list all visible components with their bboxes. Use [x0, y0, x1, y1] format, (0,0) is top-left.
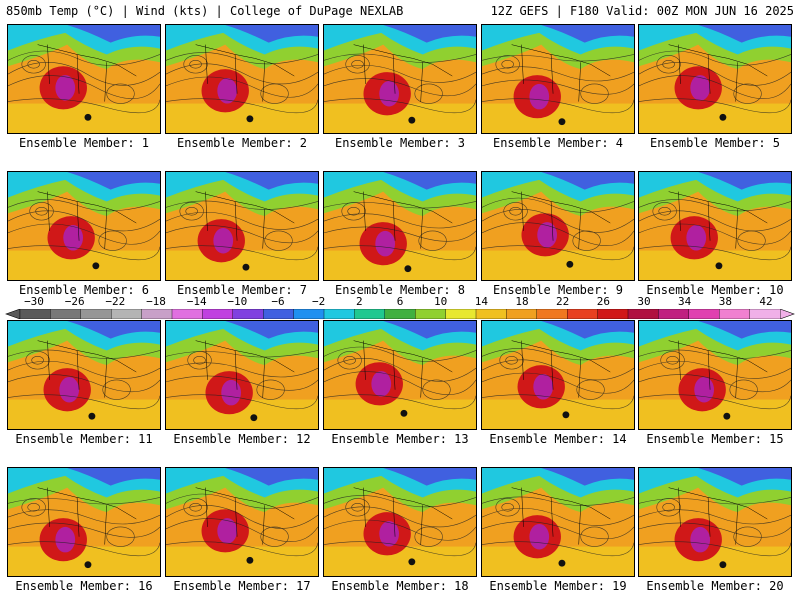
colorbar-bin [171, 309, 204, 319]
ensemble-member-map [323, 467, 477, 577]
ensemble-member-map [7, 467, 161, 577]
ensemble-member-map [165, 171, 319, 281]
ensemble-member-map [165, 24, 319, 134]
colorbar-tick-label: −30 [24, 295, 44, 308]
colorbar-bin [445, 309, 477, 319]
ensemble-member-label: Ensemble Member: 17 [173, 579, 311, 593]
colorbar-bin [749, 309, 781, 319]
colorbar-tick-label: 34 [678, 295, 692, 308]
colorbar-bin [384, 309, 416, 319]
colorbar-tick-label: −26 [64, 295, 85, 308]
colorbar-bin [293, 309, 325, 319]
ensemble-member-map [323, 171, 477, 281]
colorbar-max-arrow [779, 309, 795, 319]
colorbar-tick-label: 42 [759, 295, 773, 308]
colorbar-tick-label: 6 [396, 295, 404, 308]
ensemble-member-map [7, 171, 161, 281]
ensemble-member-label: Ensemble Member: 7 [176, 283, 308, 297]
colorbar-min-arrow [5, 309, 21, 319]
model-run-info: 12Z GEFS | F180 Valid: 00Z MON JUN 16 20… [490, 4, 794, 18]
ensemble-member-label: Ensemble Member: 6 [18, 283, 150, 297]
colorbar-tick-label: −6 [271, 295, 285, 308]
ensemble-member-map [323, 320, 477, 430]
colorbar-bin [202, 309, 234, 319]
ensemble-member-label: Ensemble Member: 12 [173, 432, 311, 446]
colorbar-bin [688, 309, 720, 319]
colorbar-scale [5, 309, 795, 319]
colorbar-bin [50, 309, 82, 319]
colorbar-bin [719, 309, 751, 319]
colorbar-tick-label: −14 [186, 295, 207, 308]
temperature-colorbar: −30 −26 −22 −18 −14 −10 −6 −2 2 6 10 14 18 22 26 30 34 38… [0, 296, 800, 322]
ensemble-member-label: Ensemble Member: 14 [489, 432, 627, 446]
ensemble-member-label: Ensemble Member: 19 [489, 579, 627, 593]
ensemble-member-map [165, 467, 319, 577]
colorbar-tick-label: 26 [596, 295, 610, 308]
colorbar-tick-label: 18 [515, 295, 529, 308]
colorbar-bin [506, 309, 538, 319]
ensemble-member-label: Ensemble Member: 13 [331, 432, 469, 446]
colorbar-bin [354, 309, 386, 319]
colorbar-bin [19, 309, 52, 319]
ensemble-member-label: Ensemble Member: 2 [176, 136, 308, 150]
ensemble-member-map [7, 320, 161, 430]
ensemble-member-label: Ensemble Member: 18 [331, 579, 469, 593]
ensemble-member-map [481, 320, 635, 430]
colorbar-bin [658, 309, 690, 319]
map-title: 850mb Temp (°C) | Wind (kts) | College o… [6, 4, 404, 18]
ensemble-member-map [638, 320, 792, 430]
ensemble-member-label: Ensemble Member: 9 [492, 283, 624, 297]
ensemble-member-label: Ensemble Member: 10 [646, 283, 784, 297]
colorbar-bin [597, 309, 629, 319]
colorbar-bin [232, 309, 264, 319]
ensemble-member-map [481, 467, 635, 577]
ensemble-member-label: Ensemble Member: 15 [646, 432, 784, 446]
ensemble-member-label: Ensemble Member: 16 [15, 579, 153, 593]
colorbar-bin [627, 309, 660, 319]
ensemble-member-map [165, 320, 319, 430]
colorbar-tick-label: −2 [312, 295, 326, 308]
ensemble-member-label: Ensemble Member: 5 [649, 136, 781, 150]
ensemble-member-map [323, 24, 477, 134]
colorbar-bin [536, 309, 568, 319]
colorbar-tick-label: −22 [105, 295, 126, 308]
colorbar-bin [323, 309, 356, 319]
colorbar-bin [415, 309, 447, 319]
ensemble-member-map [481, 24, 635, 134]
ensemble-member-label: Ensemble Member: 4 [492, 136, 624, 150]
ensemble-member-map [7, 24, 161, 134]
ensemble-member-label: Ensemble Member: 3 [334, 136, 466, 150]
colorbar-bin [110, 309, 143, 319]
colorbar-tick-label: 2 [356, 295, 363, 308]
colorbar-tick-label: 10 [434, 295, 448, 308]
colorbar-tick-label: 22 [556, 295, 570, 308]
ensemble-member-label: Ensemble Member: 20 [646, 579, 784, 593]
ensemble-member-map [638, 467, 792, 577]
colorbar-tick-label: 14 [474, 295, 488, 308]
ensemble-member-map [638, 171, 792, 281]
ensemble-member-map [638, 24, 792, 134]
ensemble-member-label: Ensemble Member: 8 [334, 283, 466, 297]
colorbar-bin [141, 309, 173, 319]
ensemble-member-label: Ensemble Member: 11 [15, 432, 153, 446]
colorbar-tick-label: −10 [227, 295, 248, 308]
colorbar-bin [475, 309, 508, 319]
colorbar-tick-label: 30 [637, 295, 651, 308]
colorbar-tick-label: −18 [146, 295, 166, 308]
colorbar-bin [567, 309, 599, 319]
colorbar-bin [263, 309, 295, 319]
colorbar-tick-label: 38 [718, 295, 732, 308]
colorbar-bin [80, 309, 112, 319]
ensemble-member-map [481, 171, 635, 281]
ensemble-member-label: Ensemble Member: 1 [18, 136, 150, 150]
